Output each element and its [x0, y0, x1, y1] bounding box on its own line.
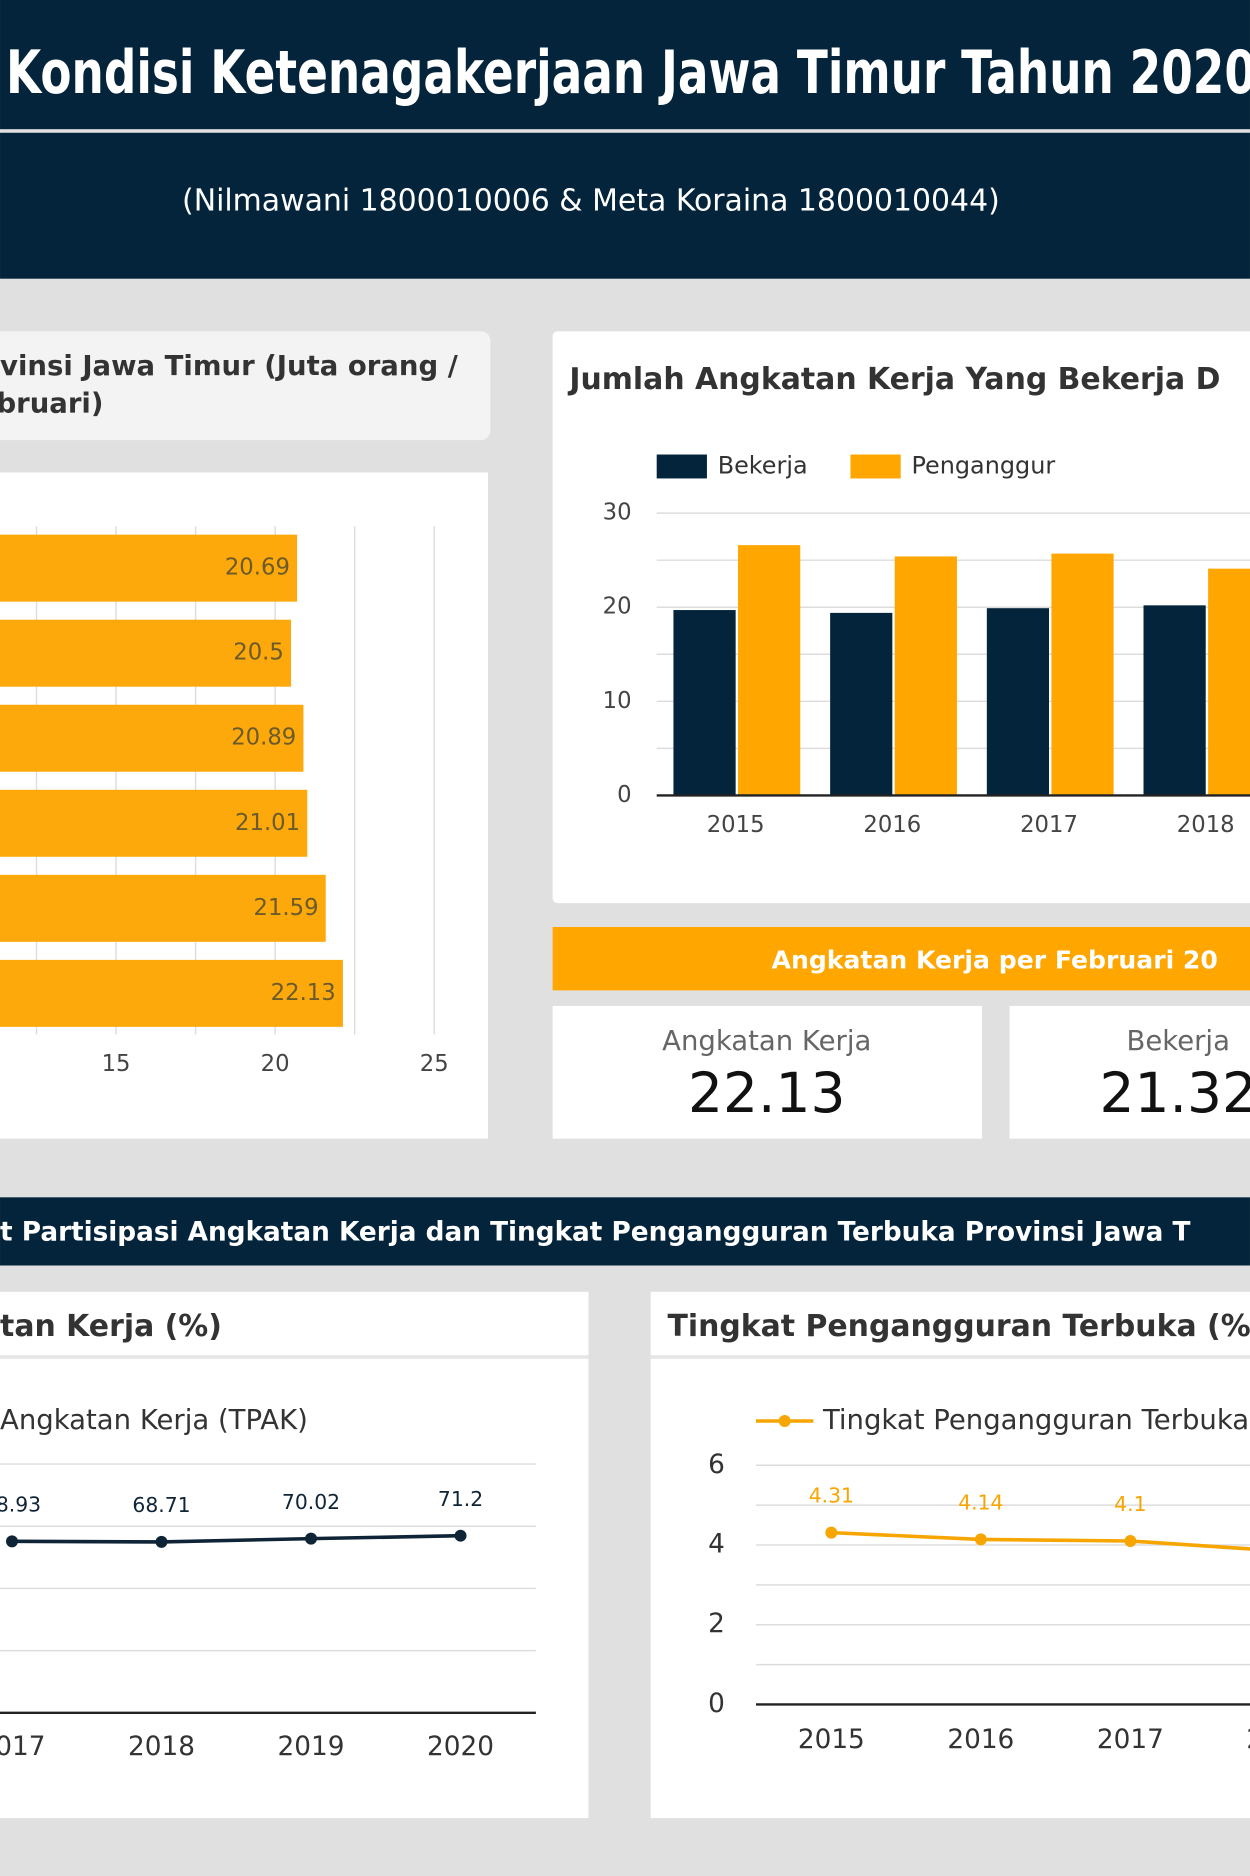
section-band: [0, 1197, 1250, 1266]
chart-title: Tingkat Pengangguran Terbuka (%): [667, 1309, 1250, 1344]
kpi-band: [552, 926, 1250, 991]
y-tick-label: 20: [603, 594, 632, 620]
kpi-card: [552, 1005, 983, 1139]
bar: [986, 608, 1050, 796]
x-tick-label: 20: [261, 1051, 290, 1077]
bar-value-label: 20.89: [231, 725, 296, 751]
bar: [0, 959, 343, 1027]
legend-swatch: [656, 454, 707, 479]
bar-value-label: 22.13: [271, 980, 336, 1006]
y-tick-label: 4: [708, 1529, 725, 1559]
legend-label: Bekerja: [718, 451, 808, 479]
y-tick-label: 10: [603, 688, 632, 714]
bar: [0, 534, 298, 602]
point-value-label: 68.71: [132, 1493, 190, 1517]
section-title: t Partisipasi Angkatan Kerja dan Tingkat…: [0, 1218, 1190, 1248]
point: [825, 1526, 838, 1539]
chart-title: Jumlah Angkatan Kerja Yang Bekerja D: [567, 362, 1220, 397]
bar: [894, 556, 957, 796]
x-tick-label: 25: [420, 1051, 449, 1077]
point-value-label: 71.2: [438, 1487, 483, 1511]
y-tick-label: 30: [603, 500, 632, 526]
bar: [0, 704, 304, 772]
bar: [738, 545, 801, 796]
panel-divider: [0, 1355, 589, 1359]
x-tick-label: 15: [102, 1051, 131, 1077]
kpi-card: [1009, 1005, 1250, 1139]
legend-dot: [778, 1415, 791, 1427]
kpi-value: 21.32: [1099, 1061, 1250, 1125]
series-line: [11, 1533, 461, 1544]
bar-value-label: 21.01: [235, 810, 300, 836]
point-value-label: 70.02: [282, 1490, 340, 1514]
x-tick-label: 2017: [1097, 1725, 1164, 1755]
x-tick-label: 2016: [947, 1725, 1014, 1755]
x-tick-label: 2015: [798, 1725, 865, 1755]
point-value-label: 4.14: [958, 1491, 1003, 1515]
x-tick-label: 2020: [427, 1732, 494, 1762]
bar: [1051, 553, 1114, 796]
x-tick-label: 2016: [863, 812, 921, 838]
chart-panel: [650, 1291, 1250, 1819]
point-value-label: 68.93: [0, 1492, 41, 1516]
point: [6, 1535, 18, 1548]
subheader-band: [0, 132, 1250, 279]
y-tick-label: 6: [708, 1450, 725, 1480]
chart-title: bruari): [0, 387, 103, 419]
legend-swatch: [850, 454, 901, 479]
y-tick-label: 0: [708, 1689, 725, 1719]
point: [1124, 1535, 1137, 1547]
x-tick-label: 2015: [707, 812, 765, 838]
panel-divider: [650, 1355, 1250, 1359]
chart-title: tan Kerja (%): [0, 1309, 222, 1344]
page-title: Kondisi Ketenagakerjaan Jawa Timur Tahun…: [6, 38, 1250, 108]
header-band: [0, 0, 1250, 130]
point: [974, 1533, 987, 1546]
bar: [1208, 568, 1250, 796]
legend-label: Angkatan Kerja (TPAK): [0, 1404, 308, 1436]
x-tick-label: 2018: [1246, 1725, 1250, 1755]
x-tick-label: 2017: [0, 1732, 45, 1762]
bar: [1143, 605, 1206, 796]
y-tick-label: 2: [708, 1609, 725, 1639]
bar: [0, 874, 326, 942]
bar-value-label: 20.69: [225, 555, 290, 581]
chart-title: vinsi Jawa Timur (Juta orang /: [0, 350, 459, 382]
x-tick-label: 2019: [278, 1732, 345, 1762]
page-subtitle: (Nilmawani 1800010006 & Meta Koraina 180…: [182, 184, 1000, 219]
kpi-title: Angkatan Kerja per Februari 20: [772, 946, 1218, 975]
point: [155, 1535, 168, 1548]
kpi-label: Bekerja: [1126, 1025, 1229, 1057]
bar: [0, 789, 308, 857]
point-value-label: 4.1: [1114, 1492, 1146, 1516]
kpi-value: 22.13: [688, 1061, 846, 1125]
legend-label: Penganggur: [911, 451, 1055, 479]
kpi-label: Angkatan Kerja: [662, 1025, 871, 1057]
bar-value-label: 20.5: [233, 640, 284, 666]
series-line: [831, 1530, 1250, 1551]
title-card: [0, 331, 491, 441]
chart-panel: [0, 1291, 589, 1819]
point-value-label: 4.31: [809, 1484, 854, 1508]
point: [305, 1532, 317, 1545]
bar: [0, 619, 292, 687]
x-tick-label: 2017: [1020, 812, 1078, 838]
bar: [673, 610, 736, 796]
y-tick-label: 0: [617, 782, 631, 808]
point: [454, 1529, 467, 1542]
legend-label: Tingkat Pengangguran Terbuka: [822, 1404, 1249, 1436]
bar: [830, 612, 893, 796]
x-tick-label: 2018: [1177, 812, 1235, 838]
x-tick-label: 2018: [128, 1732, 195, 1762]
bar-value-label: 21.59: [253, 895, 318, 921]
